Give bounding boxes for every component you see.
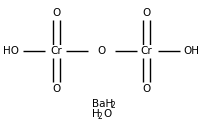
Text: O: O — [142, 84, 150, 94]
Text: BaH: BaH — [92, 99, 113, 109]
Text: O: O — [142, 8, 150, 18]
Text: 2: 2 — [110, 101, 115, 110]
Text: 2: 2 — [97, 112, 102, 121]
Text: O: O — [97, 46, 105, 56]
Text: Cr: Cr — [50, 46, 62, 56]
Text: O: O — [102, 109, 111, 119]
Text: H: H — [92, 109, 99, 119]
Text: HO: HO — [3, 46, 19, 56]
Text: O: O — [52, 8, 60, 18]
Text: OH: OH — [183, 46, 199, 56]
Text: O: O — [52, 84, 60, 94]
Text: Cr: Cr — [140, 46, 152, 56]
